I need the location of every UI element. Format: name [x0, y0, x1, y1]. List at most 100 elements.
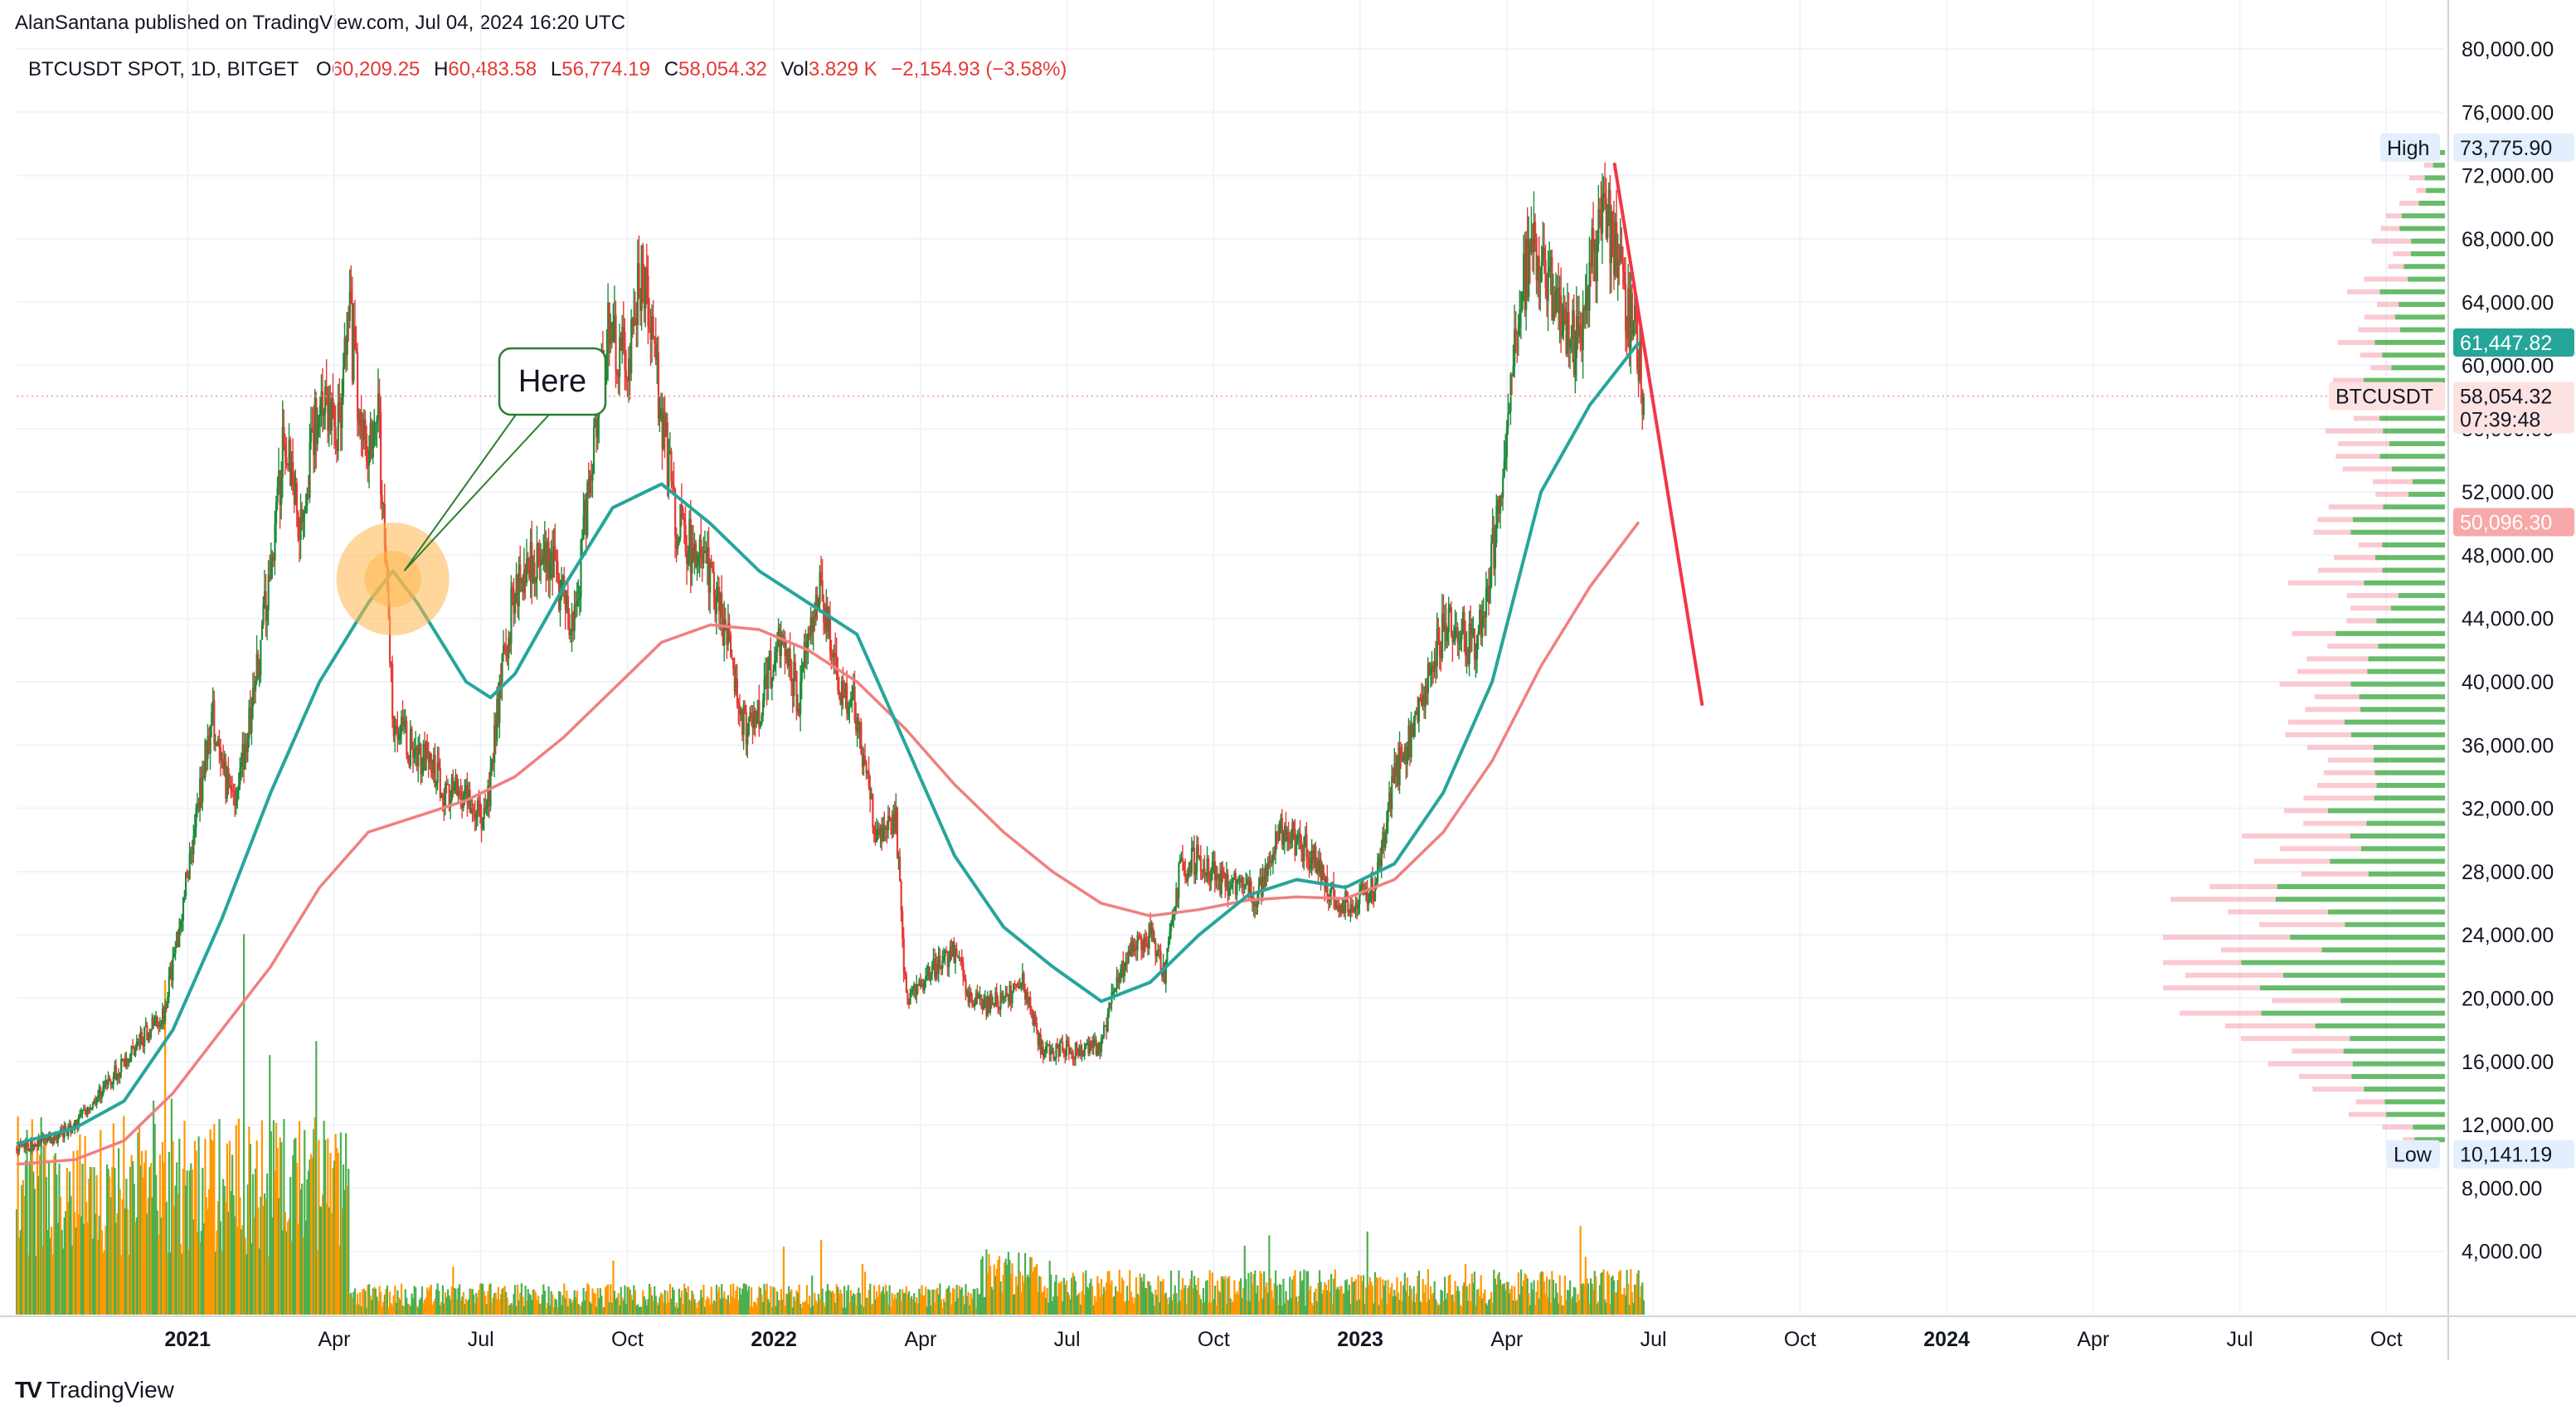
candle-body [1526, 238, 1529, 297]
volume-bar [1618, 1271, 1621, 1315]
volume-bar [689, 1301, 692, 1315]
volume-bar [1334, 1269, 1336, 1315]
candle-body [202, 776, 205, 778]
candle-body [285, 457, 288, 464]
candle-body [921, 984, 923, 988]
tradingview-brand[interactable]: TV TradingView [15, 1377, 174, 1403]
volume-bar [1013, 1295, 1015, 1315]
x-tick-label: Apr [2077, 1328, 2109, 1351]
volume-bar [659, 1292, 663, 1315]
volume-bar [143, 1162, 146, 1315]
volume-bar [1322, 1289, 1324, 1315]
volume-bar [564, 1298, 566, 1315]
candle-body [137, 1042, 139, 1043]
candle-body [960, 957, 962, 960]
volume-bar [1155, 1295, 1159, 1315]
candle-body [615, 314, 617, 372]
volume-bar [1064, 1285, 1067, 1315]
candle-body [1444, 623, 1446, 631]
volume-bar [863, 1306, 865, 1315]
volume-bar [415, 1287, 417, 1315]
volume-bar [529, 1295, 532, 1315]
candle-body [1047, 1043, 1050, 1046]
y-tick-label: 12,000.00 [2462, 1114, 2554, 1137]
candle-body [1575, 316, 1578, 358]
candle-body [1446, 631, 1449, 642]
volume-bar [1192, 1288, 1194, 1315]
candle-body [1598, 209, 1601, 211]
volume-bar [1158, 1302, 1161, 1315]
candle-body [709, 562, 712, 593]
candle-body [89, 1107, 91, 1111]
vp-bar-up [2394, 314, 2445, 320]
volume-bar [1283, 1303, 1286, 1315]
volume-bar [1591, 1283, 1593, 1315]
volume-bar [1611, 1275, 1614, 1315]
volume-bar [386, 1285, 389, 1315]
candle-body [985, 997, 988, 1016]
candle-body [26, 1142, 28, 1145]
volume-bar [552, 1294, 554, 1315]
vp-bar-up [2368, 656, 2445, 662]
volume-bar [1604, 1299, 1606, 1315]
volume-bar [195, 1150, 197, 1315]
vp-bar-up [2241, 960, 2445, 965]
candle-body [499, 681, 503, 683]
volume-bar [1354, 1279, 1357, 1315]
candle-body [1060, 1042, 1062, 1043]
candle-body [334, 426, 337, 445]
volume-bar [313, 1117, 316, 1315]
candle-body [81, 1110, 84, 1114]
volume-bar [519, 1292, 522, 1315]
volume-bar [953, 1288, 955, 1315]
volume-bar [1208, 1302, 1210, 1315]
candle-body [1421, 699, 1423, 706]
volume-bar [1472, 1282, 1475, 1315]
symbol-label[interactable]: BTCUSDT SPOT, 1D, BITGET [28, 58, 299, 80]
candle-body [1357, 903, 1359, 909]
volume-bar [1436, 1302, 1438, 1315]
x-tick-label: Oct [1198, 1328, 1230, 1351]
vp-bar-up [2345, 921, 2445, 927]
volume-bar [747, 1286, 751, 1315]
volume-bar [820, 1240, 823, 1315]
candle-body [594, 419, 596, 427]
volume-bar [750, 1287, 753, 1315]
volume-bar [904, 1292, 906, 1315]
volume-bar [951, 1287, 955, 1315]
volume-bar [1041, 1292, 1043, 1315]
volume-bar [988, 1253, 990, 1315]
candle-body [151, 1018, 153, 1029]
candle-body [902, 911, 904, 939]
candle-body [371, 422, 373, 458]
candle-body [816, 594, 819, 611]
volume-bar [1407, 1296, 1410, 1315]
volume-bar [153, 1124, 156, 1315]
candle-body [41, 1136, 44, 1140]
volume-bar [1145, 1288, 1148, 1315]
volume-bar [459, 1300, 462, 1315]
y-tick-label: 36,000.00 [2462, 734, 2554, 757]
volume-bar [717, 1291, 719, 1315]
volume-bar [255, 1169, 257, 1315]
volume-bar [118, 1148, 120, 1315]
volume-bar [568, 1298, 571, 1315]
volume-bar [505, 1291, 508, 1315]
candle-body [1048, 1043, 1051, 1055]
volume-bar [144, 1150, 147, 1315]
volume-bar [93, 1167, 95, 1315]
candle-body [301, 508, 304, 523]
volume-bar [374, 1288, 377, 1315]
candle-body [1319, 859, 1321, 873]
volume-bar [1533, 1280, 1535, 1315]
volume-bar [536, 1300, 538, 1315]
candle-body [211, 712, 213, 726]
volume-bar [603, 1306, 605, 1315]
candle-body [258, 675, 260, 678]
volume-bar [976, 1288, 979, 1315]
x-tick-label: Jul [468, 1328, 494, 1351]
candle-body [1356, 902, 1358, 909]
volume-bar [983, 1297, 985, 1315]
vp-bar-down [2267, 1061, 2353, 1067]
